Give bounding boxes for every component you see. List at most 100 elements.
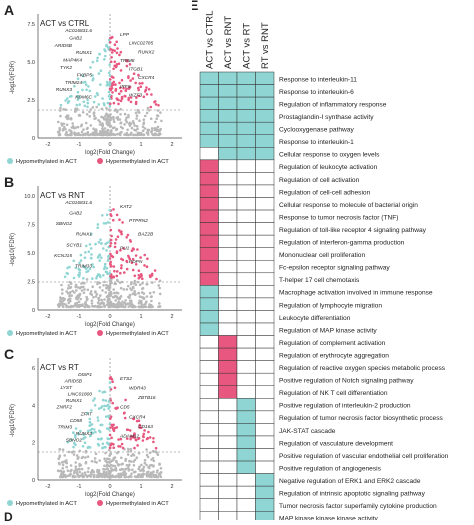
data-point — [96, 437, 100, 441]
data-point — [105, 467, 109, 471]
data-point — [82, 128, 85, 131]
data-point — [112, 115, 115, 119]
data-point — [63, 297, 66, 301]
row-label: Regulation of complement activation — [279, 340, 386, 347]
volcano-panel-b: B ACT vs RNT -log10(FDR) 0 2.5 5.0 7.5 10.0 -2 -… — [0, 172, 190, 347]
data-point — [108, 446, 112, 450]
y-tick-label: 2 — [32, 441, 35, 447]
data-point — [131, 468, 134, 472]
data-point — [158, 305, 161, 308]
data-point — [116, 463, 120, 466]
data-point — [141, 81, 144, 85]
data-point — [106, 300, 109, 304]
volcano-plot-b: ACT vs RNT -log10(FDR) 0 2.5 5.0 7.5 10.0 -2 -1 0… — [7, 186, 182, 337]
data-point — [93, 95, 97, 98]
data-point — [100, 305, 103, 309]
data-point — [112, 288, 115, 291]
row-label: Fc-epsilon receptor signaling pathway — [279, 265, 390, 272]
heatmap-cell — [236, 473, 256, 487]
data-point — [86, 455, 90, 458]
data-point — [116, 47, 119, 50]
data-point — [66, 97, 69, 100]
data-point — [74, 427, 78, 430]
y-tick-label: 6 — [32, 366, 35, 372]
y-tick-label: 2.5 — [27, 98, 35, 104]
data-point — [96, 226, 99, 229]
data-point — [113, 295, 116, 299]
data-point — [145, 111, 149, 115]
heatmap-cell — [236, 272, 256, 286]
data-point — [152, 470, 155, 473]
data-point — [150, 130, 153, 134]
data-point — [65, 123, 69, 126]
data-point — [109, 301, 113, 304]
heatmap-cell — [236, 335, 256, 349]
data-point — [151, 133, 155, 137]
data-point — [91, 285, 94, 288]
heatmap-cell — [199, 410, 219, 424]
data-point — [155, 451, 159, 455]
data-point — [102, 471, 106, 474]
data-point — [139, 305, 143, 309]
data-point — [129, 79, 132, 82]
gene-label: PU1 — [120, 245, 130, 251]
data-point — [151, 281, 154, 284]
data-point — [106, 221, 110, 224]
data-point — [85, 267, 88, 270]
data-point — [154, 103, 158, 106]
row-label: Positive regulation of vascular endothel… — [279, 453, 449, 460]
data-point — [108, 63, 111, 66]
heatmap-cell — [199, 71, 219, 85]
data-point — [100, 406, 103, 409]
data-point — [132, 454, 136, 457]
data-point — [78, 103, 81, 106]
data-point — [126, 466, 130, 470]
data-point — [81, 88, 84, 92]
data-point — [150, 458, 153, 461]
data-point — [92, 428, 96, 431]
data-point — [98, 281, 102, 285]
data-point — [91, 263, 94, 266]
x-tick-label: 1 — [139, 484, 142, 490]
data-point — [65, 304, 69, 308]
data-point — [101, 398, 105, 402]
data-point — [133, 475, 137, 478]
data-point — [77, 293, 80, 297]
x-tick-label: -1 — [77, 314, 82, 320]
row-label: Regulation of intrinsic apoptotic signal… — [279, 491, 426, 498]
data-point — [92, 296, 95, 299]
x-axis-label: log2(Fold Change) — [85, 150, 135, 156]
panel-letter: C — [4, 346, 15, 362]
data-point — [142, 292, 146, 295]
data-point — [160, 119, 163, 123]
x-axis-label: log2(Fold Change) — [85, 492, 135, 498]
data-point — [120, 97, 124, 100]
data-point — [109, 452, 112, 455]
data-point — [114, 299, 117, 302]
data-point — [57, 469, 61, 473]
data-point — [113, 305, 116, 309]
heatmap-cell — [255, 172, 275, 186]
data-point — [104, 459, 107, 463]
data-point — [92, 100, 96, 104]
data-point — [127, 450, 130, 453]
data-point — [100, 298, 103, 302]
data-point — [110, 276, 113, 279]
gene-label: SBNO2 — [66, 437, 83, 443]
data-point — [136, 131, 140, 135]
data-point — [96, 416, 100, 419]
data-point — [92, 265, 95, 269]
data-point — [143, 127, 147, 130]
data-point — [115, 407, 118, 410]
data-point — [134, 133, 137, 137]
data-point — [64, 475, 67, 479]
data-point — [123, 301, 126, 305]
data-point — [145, 453, 149, 457]
legend-swatch-hypo — [7, 330, 13, 336]
heatmap-cell — [218, 209, 238, 223]
data-point — [60, 283, 63, 287]
data-point — [122, 247, 125, 250]
data-point — [129, 287, 132, 290]
data-point — [63, 454, 66, 457]
legend-swatch-hypo — [7, 158, 13, 164]
